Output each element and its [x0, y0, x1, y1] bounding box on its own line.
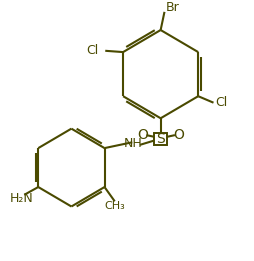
- Text: Br: Br: [165, 2, 179, 14]
- Text: O: O: [173, 128, 184, 142]
- Text: H₂N: H₂N: [10, 192, 34, 205]
- Text: Cl: Cl: [86, 44, 99, 57]
- Text: CH₃: CH₃: [104, 201, 125, 211]
- FancyBboxPatch shape: [154, 133, 166, 145]
- Text: O: O: [136, 128, 147, 142]
- Text: Cl: Cl: [214, 96, 226, 109]
- Text: NH: NH: [124, 137, 142, 150]
- Text: S: S: [156, 132, 164, 146]
